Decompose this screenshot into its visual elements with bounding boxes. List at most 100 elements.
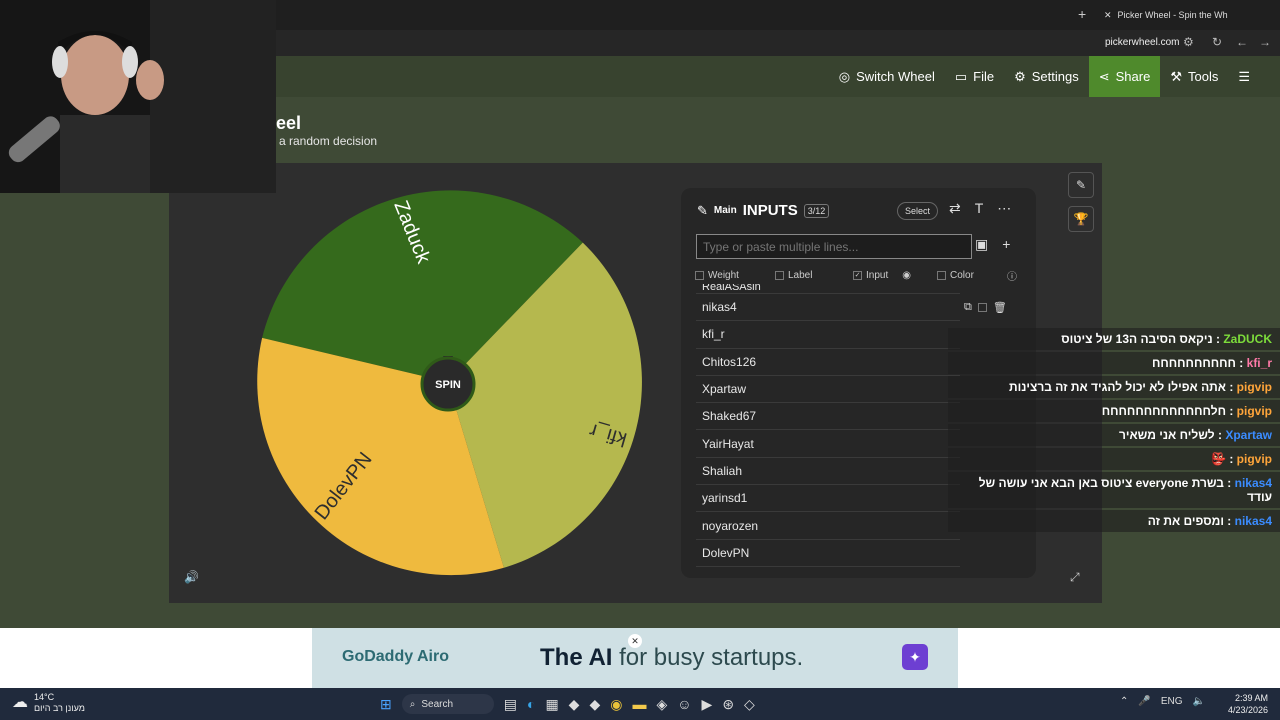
label-checkbox[interactable]: [775, 270, 784, 280]
system-tray: ⌃ 🎤 ENG 🔈: [1120, 696, 1205, 707]
duplicate-icon[interactable]: ⧉: [964, 301, 972, 314]
speaker-icon[interactable]: 🔈: [1192, 696, 1205, 707]
eye-icon[interactable]: ◉: [902, 269, 911, 281]
trash-icon[interactable]: 🗑: [992, 302, 1007, 315]
folder-icon[interactable]: ▬: [632, 696, 647, 712]
chevron-up-icon[interactable]: ⌃: [1120, 696, 1129, 707]
chat-message: pigvip : 👺: [948, 448, 1280, 470]
close-ad-icon[interactable]: ✕: [628, 634, 642, 648]
list-item[interactable]: noyarozen: [696, 512, 960, 540]
browser-tab[interactable]: ✕ Picker Wheel - Spin the Wh: [1098, 4, 1258, 26]
entry-input[interactable]: [696, 234, 972, 259]
chat-text: בשרת everyone ציטוס באן הבא אני עושה של …: [978, 476, 1272, 504]
chat-username: nikas4: [1234, 476, 1272, 490]
chat-message: ZaDUCK : ניקאס הסיבה ה13 של ציטוס: [948, 328, 1280, 350]
list-item[interactable]: Shaked67: [696, 403, 960, 431]
add-icon[interactable]: +: [1002, 236, 1011, 252]
input-checkbox[interactable]: ✓: [853, 270, 862, 280]
select-button[interactable]: Select: [897, 202, 939, 220]
steam-icon[interactable]: ⊛: [722, 695, 735, 712]
weight-column[interactable]: Weight: [695, 270, 775, 281]
file-button[interactable]: ▭ File: [954, 68, 995, 85]
list-item[interactable]: Chitos126: [696, 349, 960, 376]
image-icon[interactable]: ▣: [975, 236, 989, 252]
close-icon[interactable]: ✕: [1104, 9, 1112, 20]
input-column[interactable]: ✓ Input ◉: [853, 269, 911, 281]
spin-button[interactable]: SPIN: [420, 356, 476, 412]
settings-button[interactable]: ⚙ Settings: [1014, 68, 1079, 85]
list-item[interactable]: Shaliah: [696, 458, 960, 486]
shuffle-icon[interactable]: ⇄: [949, 200, 961, 216]
chat-text: חחחחחחחחחח: [1151, 356, 1236, 370]
chat-username: pigvip: [1236, 404, 1272, 418]
hamburger-icon: ☰: [1238, 68, 1250, 84]
site-settings-icon[interactable]: ⚙: [1183, 35, 1194, 49]
chat-username: pigvip: [1236, 380, 1272, 394]
discord-icon[interactable]: ☺: [677, 696, 692, 712]
taskbar-search[interactable]: ⌕ Search: [401, 694, 494, 714]
edge-icon[interactable]: ◐: [526, 696, 536, 712]
magic-wand-icon[interactable]: ✦: [902, 644, 928, 670]
chat-text: 👺: [1211, 452, 1226, 466]
search-icon: ⌕: [409, 698, 416, 710]
wheel-segment-kfi-r[interactable]: [448, 242, 642, 568]
wheel-side-toolbar: ✎ 🏆: [1068, 172, 1094, 232]
sound-icon[interactable]: 🔊: [184, 570, 199, 584]
store-icon[interactable]: ▦: [545, 695, 559, 712]
chat-username: nikas4: [1234, 514, 1272, 528]
inputs-header: ✎ Main INPUTS 3/12: [697, 202, 830, 219]
list-item[interactable]: Xpartaw: [696, 376, 960, 404]
tools-button[interactable]: ⚒ Tools: [1170, 68, 1219, 85]
input-actions: ▣ +: [975, 236, 1010, 253]
reload-icon[interactable]: ↻: [1212, 35, 1223, 49]
list-item[interactable]: nikas4: [696, 294, 960, 322]
list-item[interactable]: kfi_r: [696, 321, 960, 349]
lang-indicator[interactable]: ENG: [1160, 696, 1183, 707]
info-icon[interactable]: ⓘ: [1007, 271, 1017, 283]
mic-icon[interactable]: 🎤: [1138, 696, 1151, 707]
color-column[interactable]: Color: [937, 270, 1007, 281]
list-item[interactable]: YairHayat: [696, 430, 960, 458]
list-item[interactable]: yarinsd1: [696, 485, 960, 513]
more-icon[interactable]: ⋯: [997, 200, 1012, 216]
ad-banner[interactable]: ✕ GoDaddy Airo The AI for busy startups.…: [312, 628, 958, 688]
share-button[interactable]: ⋖ Share: [1088, 56, 1161, 97]
text-size-icon[interactable]: T: [974, 200, 984, 216]
file-explorer-icon[interactable]: ▤: [503, 695, 517, 712]
tab-title: Picker Wheel - Spin the Wh: [1117, 10, 1228, 20]
chat-text: ומספים את זה: [1147, 514, 1224, 528]
wheel-icon: ◎: [838, 68, 851, 84]
chat-message: Xpartaw : לשליח אני משאיר: [948, 424, 1280, 446]
wheel-segment-zaduck[interactable]: [262, 190, 583, 382]
app-icon[interactable]: ◆: [568, 695, 580, 712]
fullscreen-icon[interactable]: ⤢: [1070, 570, 1080, 584]
share-icon: ⋖: [1098, 68, 1110, 84]
url-text[interactable]: pickerwheel.com: [1105, 37, 1180, 48]
chat-text: לשליח אני משאיר: [1118, 428, 1215, 442]
new-tab-icon[interactable]: +: [1078, 6, 1087, 22]
list-item[interactable]: RealASAsin: [696, 284, 960, 294]
color-checkbox[interactable]: [937, 270, 946, 280]
label-column[interactable]: Label: [775, 270, 853, 281]
folder-icon: ▭: [954, 68, 968, 84]
trophy-icon[interactable]: 🏆: [1068, 206, 1094, 232]
forward-icon[interactable]: →: [1259, 35, 1271, 49]
windows-start-icon[interactable]: ⊞: [380, 695, 392, 712]
list-item[interactable]: DolevPN: [696, 540, 960, 567]
menu-button[interactable]: ☰: [1228, 56, 1260, 97]
app-icon[interactable]: ◆: [589, 695, 601, 712]
weather-widget[interactable]: ☁ 14°C מעונן רב היום: [12, 692, 85, 713]
gear-icon: ⚙: [1014, 68, 1026, 84]
edit-wheel-icon[interactable]: ✎: [1068, 172, 1094, 198]
inputs-toolbar: ⇄ T ⋯: [949, 200, 1011, 217]
chrome-icon[interactable]: ◉: [610, 695, 623, 712]
app-icon[interactable]: ◇: [744, 695, 755, 712]
clock[interactable]: 2:39 AM 4/23/2026: [1228, 693, 1269, 715]
app-icon[interactable]: ▶: [701, 695, 713, 712]
picker-wheel[interactable]: Zaduck kfi_r DolevPN: [254, 188, 642, 576]
back-icon[interactable]: ←: [1236, 35, 1248, 49]
teams-icon[interactable]: ◈: [656, 695, 668, 712]
switch-wheel-button[interactable]: ◎ Switch Wheel: [838, 68, 935, 85]
entry-checkbox[interactable]: [977, 303, 987, 313]
weight-checkbox[interactable]: [695, 270, 704, 280]
